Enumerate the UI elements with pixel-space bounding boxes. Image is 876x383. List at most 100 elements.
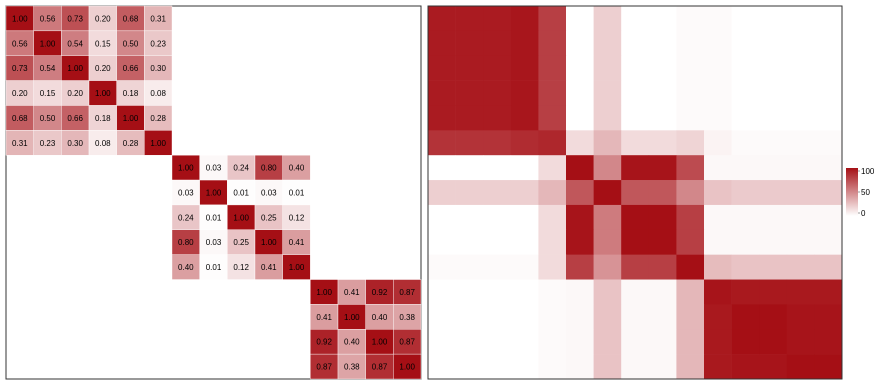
cell-value-label: 0.24 [233, 164, 249, 173]
heatmap-cell [814, 329, 843, 355]
cell-value-label: 1.00 [206, 189, 222, 198]
heatmap-cell [814, 254, 843, 280]
heatmap-cell [786, 254, 815, 280]
heatmap-cell [759, 130, 788, 156]
cell-value-label: 0.87 [316, 363, 332, 372]
heatmap-cell [759, 155, 788, 181]
cell-value-label: 0.25 [233, 238, 249, 247]
heatmap-cell [786, 6, 815, 32]
cell-value-label: 0.73 [12, 64, 28, 73]
heatmap-cell [731, 204, 760, 231]
heatmap-cell [483, 180, 512, 206]
cell-value-label: 0.15 [40, 89, 56, 98]
heatmap-cell [704, 80, 732, 106]
heatmap-cell [144, 55, 173, 81]
cell-value-label: 0.54 [67, 39, 83, 48]
cell-value-label: 0.03 [178, 189, 194, 198]
heatmap-cell [704, 204, 732, 231]
cell-value-label: 1.00 [289, 263, 305, 272]
cell-value-label: 1.00 [150, 139, 166, 148]
heatmap-cell [814, 80, 843, 106]
cell-value-label: 0.25 [261, 213, 277, 222]
cell-value-label: 0.12 [289, 213, 305, 222]
heatmap-cell [759, 6, 788, 32]
heatmap-cell [648, 55, 677, 81]
heatmap-cell [455, 204, 484, 231]
heatmap-cell [510, 55, 539, 81]
cell-value-label: 0.23 [40, 139, 56, 148]
cell-value-label: 0.66 [123, 64, 139, 73]
cell-value-label: 0.41 [344, 288, 360, 297]
heatmap-cell [759, 204, 788, 231]
heatmap-cell [538, 329, 567, 355]
heatmap-cell [593, 30, 622, 57]
heatmap-cell [704, 130, 732, 156]
cell-value-label: 0.01 [233, 189, 249, 198]
clustered-heatmap-panel [427, 5, 843, 380]
heatmap-cell [648, 329, 677, 355]
heatmap-cell [428, 130, 456, 156]
cell-value-label: 0.38 [399, 313, 415, 322]
heatmap-cell [593, 130, 622, 156]
heatmap-cell [510, 279, 539, 305]
heatmap-cell [393, 329, 422, 355]
cell-value-label: 0.08 [150, 89, 166, 98]
cell-value-label: 0.31 [150, 14, 166, 23]
heatmap-cell [731, 105, 760, 131]
cell-value-label: 1.00 [12, 14, 28, 23]
heatmap-cell [814, 105, 843, 131]
cell-value-label: 0.50 [123, 39, 139, 48]
cell-value-label: 0.87 [399, 338, 415, 347]
heatmap-cell [199, 154, 228, 181]
heatmap-cell [731, 155, 760, 181]
cell-value-label: 1.00 [123, 114, 139, 123]
heatmap-cell [455, 354, 484, 380]
heatmap-cell [337, 304, 366, 330]
heatmap-cell [171, 204, 200, 231]
heatmap-cell [704, 155, 732, 181]
heatmap-cell [455, 229, 484, 255]
heatmap-cell [428, 354, 456, 380]
cell-value-label: 1.00 [316, 288, 332, 297]
heatmap-cell [33, 105, 62, 131]
heatmap-cell [814, 304, 843, 330]
heatmap-cell [428, 279, 456, 305]
heatmap-cell [428, 204, 456, 231]
cell-value-label: 0.28 [123, 139, 139, 148]
heatmap-cell [428, 329, 456, 355]
heatmap-cell [814, 180, 843, 206]
cell-value-label: 0.08 [95, 139, 111, 148]
heatmap-cell [199, 254, 228, 280]
cell-value-label: 0.92 [372, 288, 388, 297]
cell-value-label: 0.20 [95, 14, 111, 23]
heatmap-cell [171, 179, 200, 206]
heatmap-cell [676, 304, 705, 330]
heatmap-cell [510, 329, 539, 355]
heatmap-cell [88, 105, 117, 131]
heatmap-cell [648, 6, 677, 32]
heatmap-cell [814, 55, 843, 81]
cell-value-label: 0.41 [316, 313, 332, 322]
heatmap-cell [171, 254, 200, 280]
correlation-heatmap-panel: 1.00 0.56 0.73 0.20 0.68 0.31 0.56 1.00 0.54 0.15… [5, 5, 422, 380]
heatmap-cell [483, 30, 512, 57]
heatmap-cell [199, 204, 228, 231]
heatmap-cell [365, 329, 394, 355]
heatmap-cell [227, 154, 256, 181]
heatmap-cell [5, 5, 34, 32]
heatmap-cell [731, 354, 760, 380]
heatmap-cell [455, 30, 484, 57]
cell-value-label: 0.20 [67, 89, 83, 98]
cell-value-label: 0.41 [261, 263, 277, 272]
cell-value-label: 0.56 [40, 14, 56, 23]
cell-value-label: 1.00 [67, 64, 83, 73]
heatmap-cell [621, 80, 650, 106]
heatmap-cell [566, 80, 594, 106]
heatmap-cell [786, 105, 815, 131]
heatmap-cell [227, 229, 256, 255]
heatmap-cell [704, 105, 732, 131]
heatmap-cell [759, 329, 788, 355]
heatmap-cell [455, 279, 484, 305]
heatmap-cell [731, 180, 760, 206]
heatmap-cell [428, 180, 456, 206]
